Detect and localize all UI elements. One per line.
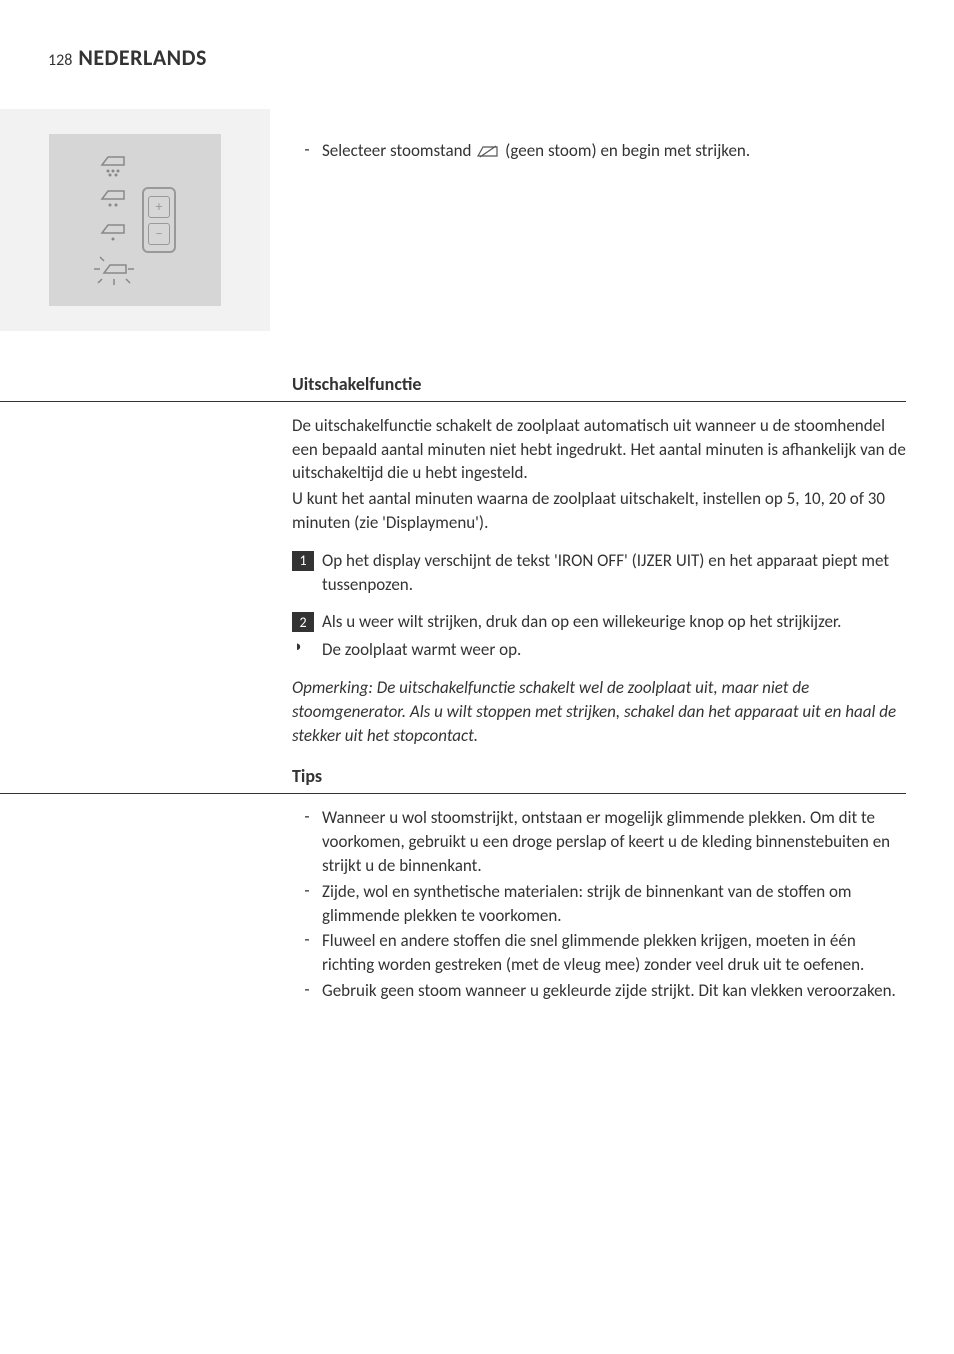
tip-text: Gebruik geen stoom wanneer u gekleurde z… — [322, 979, 906, 1003]
iron-steam-med-icon — [98, 187, 130, 211]
tips-list: - Wanneer u wol stoomstrijkt, ontstaan e… — [292, 806, 906, 1002]
intro-bullet-text: Selecteer stoomstand (geen stoom) en beg… — [322, 139, 906, 163]
section-divider — [0, 401, 906, 402]
iron-no-steam-highlight-icon — [94, 255, 134, 287]
content-area: + − - Selecteer stoomstand (geen stoom) … — [48, 107, 906, 1003]
dash-icon: - — [292, 880, 322, 901]
dash-icon: - — [292, 806, 322, 827]
tip-bullet: - Wanneer u wol stoomstrijkt, ontstaan e… — [292, 806, 906, 877]
result-text: De zoolplaat warmt weer op. — [322, 638, 521, 662]
step-1: 1 Op het display verschijnt de tekst 'IR… — [292, 549, 906, 597]
tip-bullet: - Gebruik geen stoom wanneer u gekleurde… — [292, 979, 906, 1003]
button-panel-icon: + − — [142, 187, 176, 253]
illustration-inner: + − — [49, 134, 221, 306]
tip-text: Zijde, wol en synthetische materialen: s… — [322, 880, 906, 928]
step-badge-1: 1 — [292, 551, 314, 571]
section-divider — [0, 793, 906, 794]
step-2-text: Als u weer wilt strijken, druk dan op ee… — [322, 610, 906, 634]
arrow-icon: ◗ — [292, 638, 322, 656]
page-container: 128 NEDERLANDS — [0, 0, 954, 1003]
text-column: - Selecteer stoomstand (geen stoom) en b… — [292, 107, 906, 1003]
result-arrow-line: ◗ De zoolplaat warmt weer op. — [292, 638, 906, 662]
steam-control-illustration: + − — [0, 109, 270, 331]
step-2: 2 Als u weer wilt strijken, druk dan op … — [292, 610, 906, 634]
tip-text: Wanneer u wol stoomstrijkt, ontstaan er … — [322, 806, 906, 877]
page-title: NEDERLANDS — [78, 44, 207, 71]
no-steam-inline-icon — [477, 145, 499, 159]
iron-icon-column — [94, 153, 134, 287]
step-1-text: Op het display verschijnt de tekst 'IRON… — [322, 549, 906, 597]
iron-steam-low-icon — [98, 221, 130, 245]
section1-para1: De uitschakelfunctie schakelt de zoolpla… — [292, 414, 906, 485]
intro-bullet: - Selecteer stoomstand (geen stoom) en b… — [292, 139, 906, 163]
tip-text: Fluweel en andere stoffen die snel glimm… — [322, 929, 906, 977]
dash-icon: - — [292, 979, 322, 1000]
section1-para2: U kunt het aantal minuten waarna de zool… — [292, 487, 906, 535]
page-number: 128 — [48, 51, 72, 70]
step-badge-2: 2 — [292, 612, 314, 632]
section1-note: Opmerking: De uitschakelfunctie schakelt… — [292, 676, 906, 747]
dash-icon: - — [292, 139, 322, 160]
tip-bullet: - Zijde, wol en synthetische materialen:… — [292, 880, 906, 928]
dash-icon: - — [292, 929, 322, 950]
minus-button-icon: − — [148, 223, 170, 245]
section-heading-uitschakelfunctie: Uitschakelfunctie — [292, 373, 906, 401]
section-heading-tips: Tips — [292, 765, 906, 793]
tip-bullet: - Fluweel en andere stoffen die snel gli… — [292, 929, 906, 977]
plus-button-icon: + — [148, 196, 170, 218]
iron-steam-high-icon — [98, 153, 130, 177]
page-header: 128 NEDERLANDS — [48, 44, 906, 71]
